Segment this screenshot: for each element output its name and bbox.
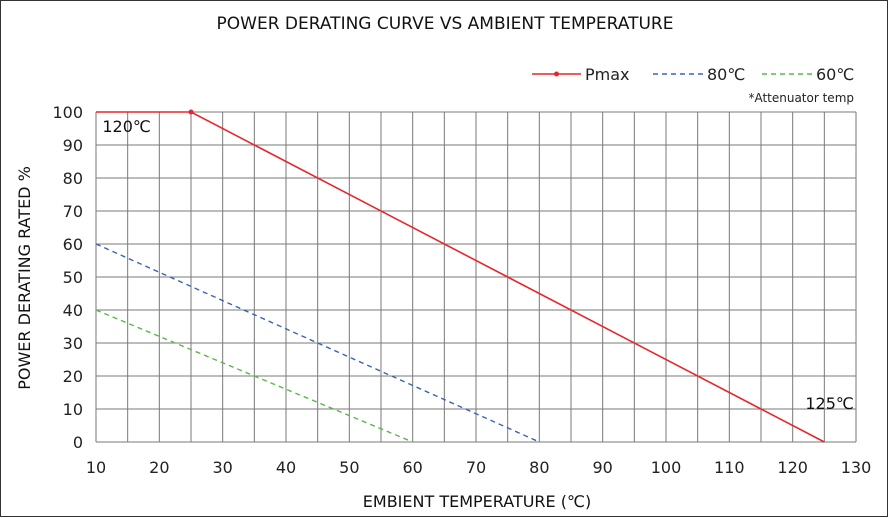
legend-label: 80℃ — [707, 65, 745, 84]
x-tick-label: 90 — [592, 458, 612, 477]
legend: Pmax 80℃ 60℃ — [532, 65, 854, 84]
x-tick-label: 10 — [86, 458, 106, 477]
series-line-2 — [95, 309, 413, 443]
y-tick-label: 70 — [63, 202, 83, 221]
x-tick-label: 110 — [714, 458, 745, 477]
x-tick-label: 40 — [276, 458, 296, 477]
legend-marker — [554, 71, 559, 77]
y-tick-label: 20 — [63, 367, 83, 386]
annotation-label: 120℃ — [102, 117, 151, 136]
x-tick-label: 80 — [529, 458, 549, 477]
chart-title: POWER DERATING CURVE VS AMBIENT TEMPERAT… — [217, 14, 674, 34]
y-tick-label: 100 — [52, 103, 83, 122]
x-axis-label: EMBIENT TEMPERATURE (℃) — [363, 492, 591, 511]
y-tick-label: 50 — [63, 268, 83, 287]
x-tick-label: 120 — [777, 458, 808, 477]
y-tick-label: 30 — [63, 334, 83, 353]
y-tick-label: 10 — [63, 400, 83, 419]
gridlines — [95, 111, 857, 443]
x-tick-label: 70 — [466, 458, 486, 477]
annotation-label: 125℃ — [805, 394, 854, 413]
x-tick-label: 130 — [841, 458, 872, 477]
series-markers — [188, 109, 194, 115]
x-tick-label: 50 — [339, 458, 359, 477]
x-tick-label: 100 — [651, 458, 682, 477]
annotations: 120℃ 125℃ — [102, 117, 854, 413]
y-tick-label: 0 — [73, 433, 83, 452]
x-tick-label: 30 — [212, 458, 232, 477]
legend-note: *Attenuator temp — [748, 91, 854, 105]
y-tick-label: 60 — [63, 235, 83, 254]
x-tick-label: 20 — [149, 458, 169, 477]
x-tick-label: 60 — [402, 458, 422, 477]
legend-label: Pmax — [585, 65, 630, 84]
y-tick-label: 90 — [63, 136, 83, 155]
y-tick-label: 80 — [63, 169, 83, 188]
legend-label: 60℃ — [816, 65, 854, 84]
series-marker — [188, 109, 194, 115]
y-axis-label: POWER DERATING RATED % — [15, 166, 34, 390]
y-tick-label: 40 — [63, 301, 83, 320]
tick-labels: 10 20 30 40 50 60 70 80 90 100 110 120 1300102030405… — [52, 103, 871, 477]
